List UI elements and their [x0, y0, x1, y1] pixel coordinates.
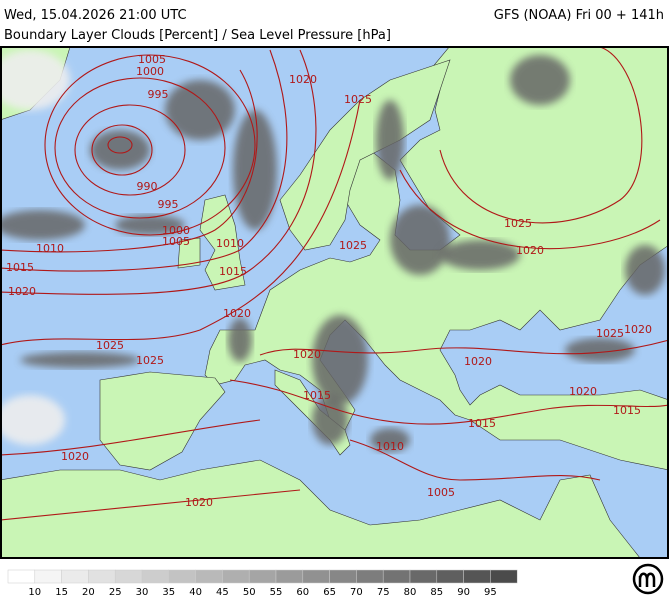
isobar-label: 1000	[136, 65, 164, 78]
legend-swatch	[382, 569, 411, 584]
isobar-label: 1020	[569, 385, 597, 398]
clouds	[1, 50, 665, 452]
legend-label: 65	[323, 587, 336, 598]
isobar-label: 1020	[185, 496, 213, 509]
legend-swatch	[7, 569, 36, 584]
legend-label: 70	[350, 587, 363, 598]
legend-swatch	[248, 569, 277, 584]
isobar-label: 1015	[613, 404, 641, 417]
legend-label: 50	[243, 587, 256, 598]
legend-label: 55	[270, 587, 283, 598]
legend-swatch	[409, 569, 438, 584]
map-frame	[0, 46, 669, 559]
legend-swatch	[356, 569, 384, 584]
legend-swatch	[463, 569, 491, 584]
isobar-label: 1020	[624, 323, 652, 336]
isobar-label: 1005	[427, 486, 455, 499]
isobar-label: 990	[137, 180, 158, 193]
legend-swatch	[490, 569, 518, 584]
legend-swatch	[275, 569, 304, 584]
legend-label: 35	[162, 587, 175, 598]
isobar-label: 1020	[516, 244, 544, 257]
subtitle: Boundary Layer Clouds [Percent] / Sea Le…	[4, 28, 391, 43]
isobar-label: 1025	[596, 327, 624, 340]
isobar-label: 1005	[162, 235, 190, 248]
legend-label: 95	[484, 587, 497, 598]
isobar-label: 995	[148, 88, 169, 101]
isobars	[1, 47, 668, 521]
legend-label: 45	[216, 587, 229, 598]
isobar-label: 1025	[96, 339, 124, 352]
legend-label: 30	[136, 587, 149, 598]
iberia	[99, 371, 226, 471]
legend: 10 15 20 25 30 35 40 45 50 55 60 65 70 75 80 85 90 95	[7, 569, 518, 598]
isobar-label: 995	[158, 198, 179, 211]
logo	[632, 563, 664, 595]
isobar-label: 1010	[376, 440, 404, 453]
legend-swatch	[329, 569, 357, 584]
legend-label: 75	[377, 587, 390, 598]
legend-label: 25	[109, 587, 122, 598]
isobar-label: 1020	[61, 450, 89, 463]
legend-label: 60	[296, 587, 309, 598]
model-run: GFS (NOAA) Fri 00 + 141h	[494, 8, 664, 23]
legend-label: 80	[404, 587, 417, 598]
isobar-label: 1020	[289, 73, 317, 86]
legend-label: 15	[55, 587, 68, 598]
legend-swatch	[141, 569, 170, 584]
isobar-label: 1015	[6, 261, 34, 274]
legend-label: 85	[430, 587, 443, 598]
isobar-label: 1010	[216, 237, 244, 250]
isobar-label: 1010	[36, 242, 64, 255]
legend-swatch	[88, 569, 116, 584]
scandinavia	[279, 59, 451, 251]
isobar-label: 1025	[136, 354, 164, 367]
legend-swatch	[302, 569, 330, 584]
isobar-label: 1020	[293, 348, 321, 361]
legend-swatch	[114, 569, 143, 584]
datetime: Wed, 15.04.2026 21:00 UTC	[4, 8, 187, 23]
isobar-label: 1005	[138, 53, 166, 66]
legend-swatch	[61, 569, 89, 584]
legend-swatch	[222, 569, 250, 584]
isobar-label: 1020	[223, 307, 251, 320]
isobar-label: 1015	[468, 417, 496, 430]
isobar-label: 1015	[303, 389, 331, 402]
isobar-label: 1025	[339, 239, 367, 252]
legend-label: 20	[82, 587, 95, 598]
legend-label: 10	[28, 587, 41, 598]
legend-label: 90	[457, 587, 470, 598]
legend-swatch	[195, 569, 223, 584]
legend-swatch	[34, 569, 62, 584]
legend-swatch	[436, 569, 464, 584]
isobar-label: 1025	[504, 217, 532, 230]
legend-swatch	[168, 569, 196, 584]
isobar-label: 1020	[8, 285, 36, 298]
isobar-label: 1020	[464, 355, 492, 368]
isobar-label: 1015	[219, 265, 247, 278]
africa	[1, 459, 641, 558]
isobar-label: 1000	[162, 224, 190, 237]
legend-label: 40	[189, 587, 202, 598]
isobar-label: 1025	[344, 93, 372, 106]
